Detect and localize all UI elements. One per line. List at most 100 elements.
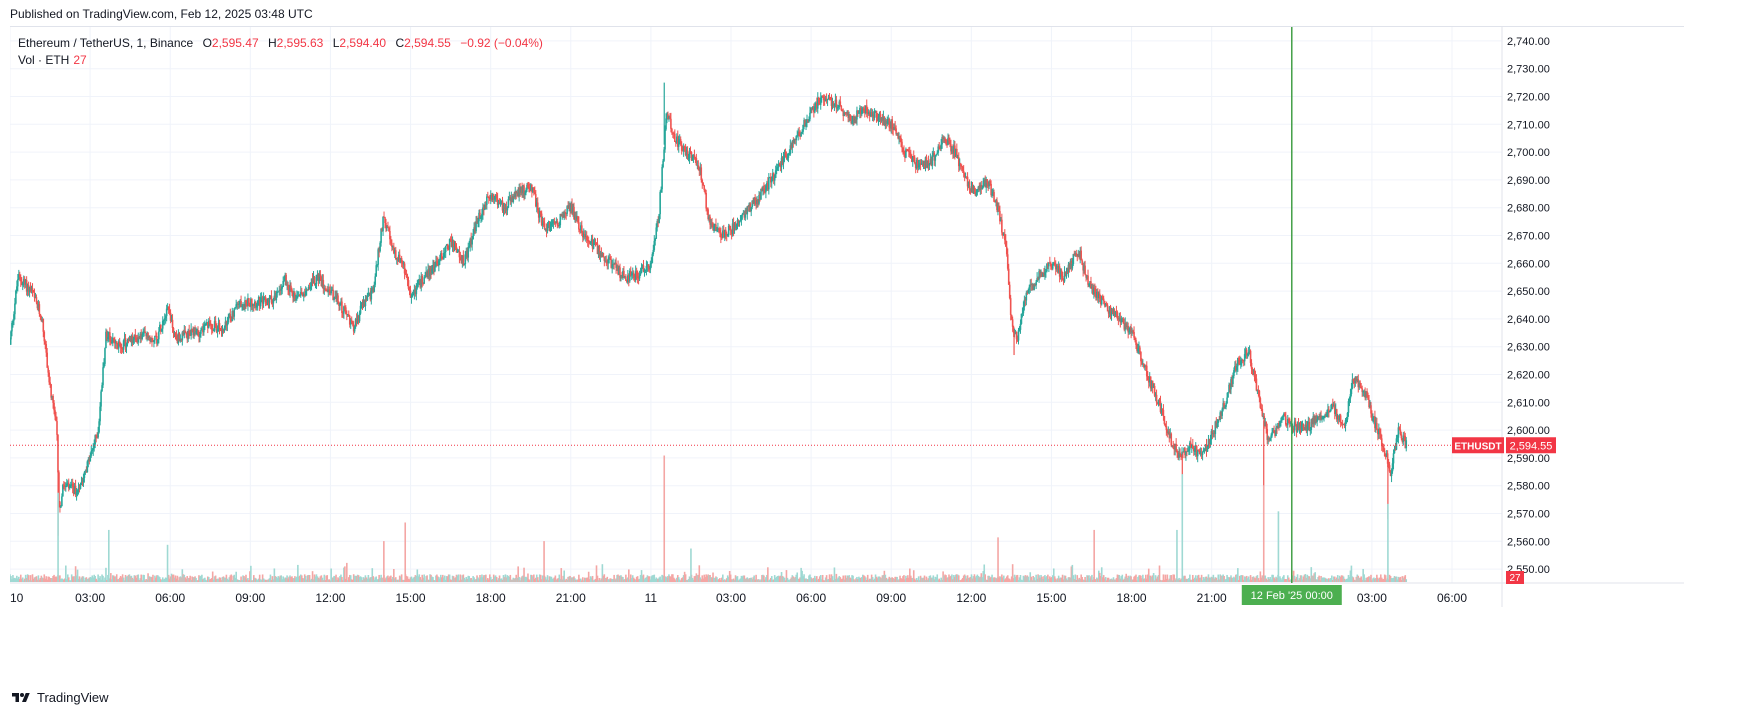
- candle-body: [42, 318, 45, 332]
- candle-body: [809, 112, 811, 120]
- candle-body: [611, 264, 613, 268]
- volume-bar: [1188, 578, 1190, 582]
- volume-bar: [199, 576, 201, 582]
- volume-bar: [692, 579, 695, 582]
- volume-bar: [1379, 577, 1381, 582]
- volume-bar: [227, 579, 230, 582]
- legend-volume-label[interactable]: Vol · ETH: [18, 53, 70, 67]
- candle-body: [1356, 379, 1359, 382]
- volume-bar: [381, 577, 383, 582]
- candle-body: [942, 137, 944, 140]
- volume-bar: [402, 579, 405, 582]
- candle-body: [736, 220, 739, 225]
- candle-body: [1364, 391, 1366, 398]
- volume-bar: [91, 575, 94, 582]
- volume-bar: [561, 579, 564, 582]
- volume-bar: [1062, 579, 1065, 582]
- volume-bar: [80, 577, 83, 582]
- volume-bar: [479, 574, 481, 582]
- candle-body: [1189, 442, 1191, 450]
- volume-bar: [1159, 579, 1162, 582]
- candle-body: [1110, 309, 1113, 316]
- candle-body: [667, 114, 669, 119]
- volume-bar: [565, 578, 567, 582]
- candle-body: [326, 290, 329, 293]
- volume-bar: [642, 574, 645, 582]
- candle-body: [1017, 330, 1020, 341]
- volume-bar: [295, 577, 297, 582]
- volume-bar: [220, 580, 223, 582]
- candle-body: [805, 123, 807, 126]
- volume-bar: [1091, 574, 1093, 582]
- volume-bar: [656, 578, 659, 582]
- volume-bar: [519, 580, 521, 582]
- volume-bar: [94, 576, 96, 582]
- candle-body: [1214, 421, 1217, 435]
- candle-body: [1309, 429, 1312, 431]
- volume-bar: [537, 580, 540, 582]
- candle-body: [1261, 408, 1264, 417]
- volume-bar: [1056, 578, 1059, 582]
- candle-body: [678, 139, 681, 140]
- volume-bar: [779, 575, 782, 582]
- volume-bar: [1250, 579, 1253, 582]
- volume-bar: [930, 577, 933, 582]
- candlestick-chart[interactable]: 2,550.002,560.002,570.002,580.002,590.00…: [10, 27, 1684, 654]
- candle-body: [516, 192, 518, 194]
- volume-bar: [797, 578, 800, 582]
- volume-bar: [895, 576, 897, 582]
- volume-bar: [798, 578, 800, 582]
- candle-body: [1251, 368, 1254, 371]
- volume-bar: [1106, 577, 1109, 582]
- volume-bar: [761, 575, 763, 582]
- candle-body: [60, 506, 62, 508]
- symbol-badge-bg: [1452, 437, 1504, 454]
- volume-bar: [1380, 577, 1383, 582]
- candle-body: [846, 111, 848, 114]
- volume-bar: [245, 574, 247, 582]
- volume-bar: [749, 577, 752, 582]
- candle-body: [1105, 303, 1108, 306]
- candle-body: [340, 301, 342, 304]
- candle-body: [193, 328, 195, 336]
- volume-bar: [109, 578, 111, 582]
- volume-bar: [226, 578, 229, 582]
- chart-area[interactable]: 2,550.00 2,560.00 2,570.00 2,580.00 2,590.00…: [10, 26, 1684, 653]
- candle-body: [170, 319, 173, 321]
- volume-bar: [725, 578, 728, 582]
- volume-bar: [1165, 578, 1168, 582]
- candle-body: [136, 340, 139, 343]
- candle-body: [470, 238, 472, 245]
- legend-symbol[interactable]: Ethereum / TetherUS, 1, Binance: [18, 36, 194, 50]
- volume-bar: [966, 575, 969, 582]
- candle-body: [224, 321, 227, 328]
- volume-bar: [1244, 576, 1247, 582]
- volume-bar: [945, 575, 947, 582]
- candle-body: [689, 151, 692, 153]
- volume-bar: [584, 577, 587, 582]
- candle-body: [967, 181, 970, 187]
- candle-body: [561, 214, 564, 217]
- volume-bar: [1038, 575, 1040, 582]
- volume-bar: [249, 571, 251, 582]
- volume-bar: [1392, 577, 1395, 582]
- volume-bar: [753, 575, 755, 582]
- candle-body: [1114, 311, 1117, 315]
- volume-bar: [266, 579, 269, 582]
- candle-body: [1286, 418, 1289, 426]
- candle-body: [369, 292, 372, 300]
- volume-bar: [1081, 576, 1083, 582]
- volume-bar: [54, 576, 56, 582]
- candle-body: [543, 223, 546, 229]
- volume-bar: [1398, 577, 1401, 582]
- volume-bar: [581, 577, 584, 582]
- volume-bar: [1053, 576, 1056, 582]
- footer-brand[interactable]: TradingView: [10, 690, 109, 705]
- volume-bar: [1376, 574, 1378, 582]
- candle-body: [735, 224, 738, 229]
- candle-body: [141, 334, 143, 340]
- volume-bar: [961, 577, 964, 582]
- volume-bar: [1276, 577, 1278, 582]
- candle-body: [528, 187, 530, 190]
- volume-bar: [111, 579, 113, 582]
